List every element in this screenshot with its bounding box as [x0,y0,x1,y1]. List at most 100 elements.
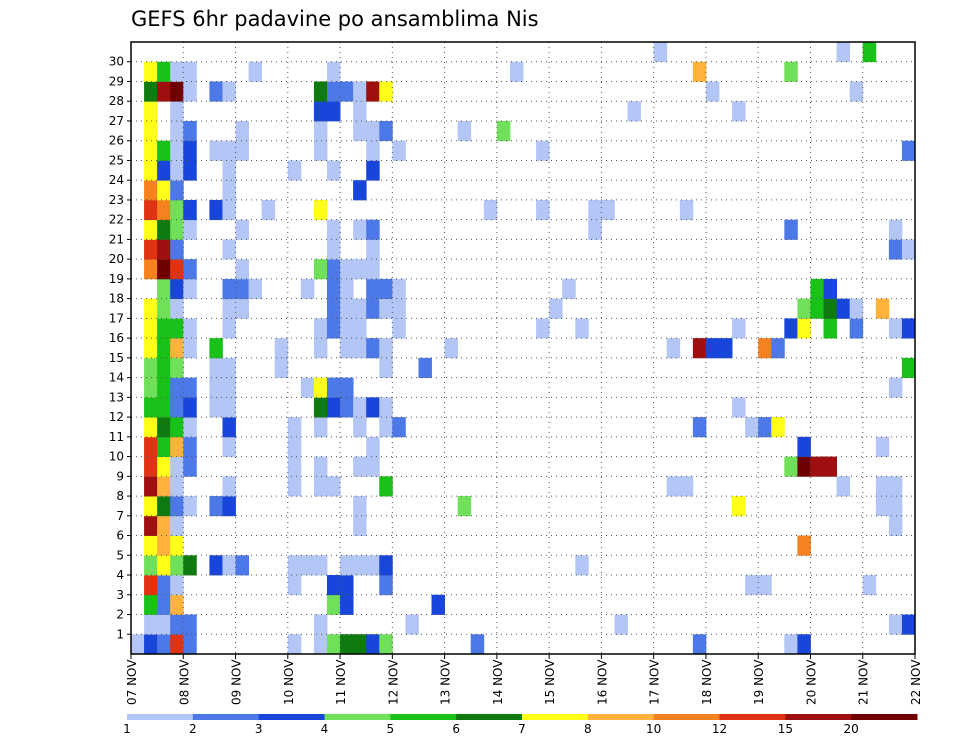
data-cell [183,199,197,221]
x-tick-label: 17 NOV [648,659,662,705]
x-axis-ticks: 07 NOV 08 NOV 09 NOV 10 NOV 11 NOV 12 NOV 13 N… [125,654,923,705]
data-cell [170,397,184,418]
data-cell [745,417,759,438]
data-cell [170,81,184,102]
data-cell [692,634,707,655]
data-cell [366,456,380,477]
data-cell [170,614,184,635]
data-cell [183,259,197,280]
data-cell [784,219,798,240]
data-cell [157,535,171,556]
data-cell [222,278,236,300]
data-cell [327,101,341,122]
y-tick-label: 28 [109,94,124,108]
y-tick-label: 25 [109,153,124,167]
data-cell [340,555,354,576]
data-cell [379,634,393,655]
data-cell [366,397,380,418]
data-cell [431,594,445,615]
data-cell [313,120,328,142]
data-cell [300,377,315,398]
y-tick-label: 29 [109,74,124,88]
data-cell [144,61,158,82]
data-cell [287,476,302,497]
data-cell [888,219,903,240]
colorbar-swatch [522,714,589,720]
data-cell [836,476,851,497]
data-cell [235,120,249,142]
data-cell [810,456,824,477]
colorbar-label: 6 [452,722,460,736]
data-cell [732,318,746,339]
data-cell [235,259,249,280]
data-cell [549,298,563,319]
data-cell [353,180,367,201]
data-cell [849,318,864,339]
data-cell [170,436,184,457]
data-cell [340,338,354,359]
y-tick-label: 4 [116,568,124,582]
data-cell [366,259,380,280]
y-tick-label: 3 [116,588,124,602]
y-tick-label: 13 [109,390,124,404]
data-cell [692,338,707,359]
data-cell [170,634,184,655]
data-cell [797,436,811,457]
data-cell [692,61,707,82]
colorbar-label: 1 [123,722,131,736]
data-cell [248,61,263,82]
data-cell [327,318,341,339]
data-cell [183,160,197,181]
data-cell [444,338,459,359]
y-tick-label: 18 [109,292,124,306]
data-cell [144,476,158,497]
data-cell [888,377,903,398]
x-tick-label: 16 NOV [595,659,609,705]
data-cell [705,338,720,359]
x-tick-label: 20 NOV [804,659,818,705]
data-cell [313,101,328,122]
data-cell [457,496,472,517]
colorbar-label: 3 [255,722,263,736]
y-tick-label: 26 [109,134,124,148]
data-cell [353,456,367,477]
data-cell [157,357,171,379]
data-cell [849,298,864,319]
data-cell [366,239,380,260]
data-cell [144,496,158,517]
data-cell [157,160,171,181]
data-cell [222,496,236,517]
data-cell [144,417,158,438]
data-cell [144,555,158,576]
data-cell [483,199,498,221]
data-cell [901,140,916,161]
data-cell [366,298,380,319]
colorbar-swatch [785,714,852,720]
data-cell [536,140,550,161]
data-cell [875,298,890,319]
colorbar-label: 8 [584,722,592,736]
data-cell [366,140,380,161]
data-cell [392,417,406,438]
data-cell [758,575,772,596]
data-cell [235,555,249,576]
data-cell [170,278,184,300]
y-tick-label: 27 [109,114,124,128]
data-cell [144,397,158,418]
data-cell [235,298,249,319]
data-cell [536,199,550,221]
data-cell [340,634,354,655]
x-tick-label: 18 NOV [700,659,714,705]
data-cell [170,61,184,82]
data-cell [823,318,837,339]
data-cell [222,140,236,161]
gridlines [131,42,915,654]
colorbar-swatch [851,714,918,720]
data-cell [157,61,171,82]
data-cell [797,298,811,319]
data-cell [392,298,406,319]
data-cell [183,120,197,142]
data-cell [862,42,877,63]
data-cell [888,515,903,536]
data-cell [810,298,824,319]
